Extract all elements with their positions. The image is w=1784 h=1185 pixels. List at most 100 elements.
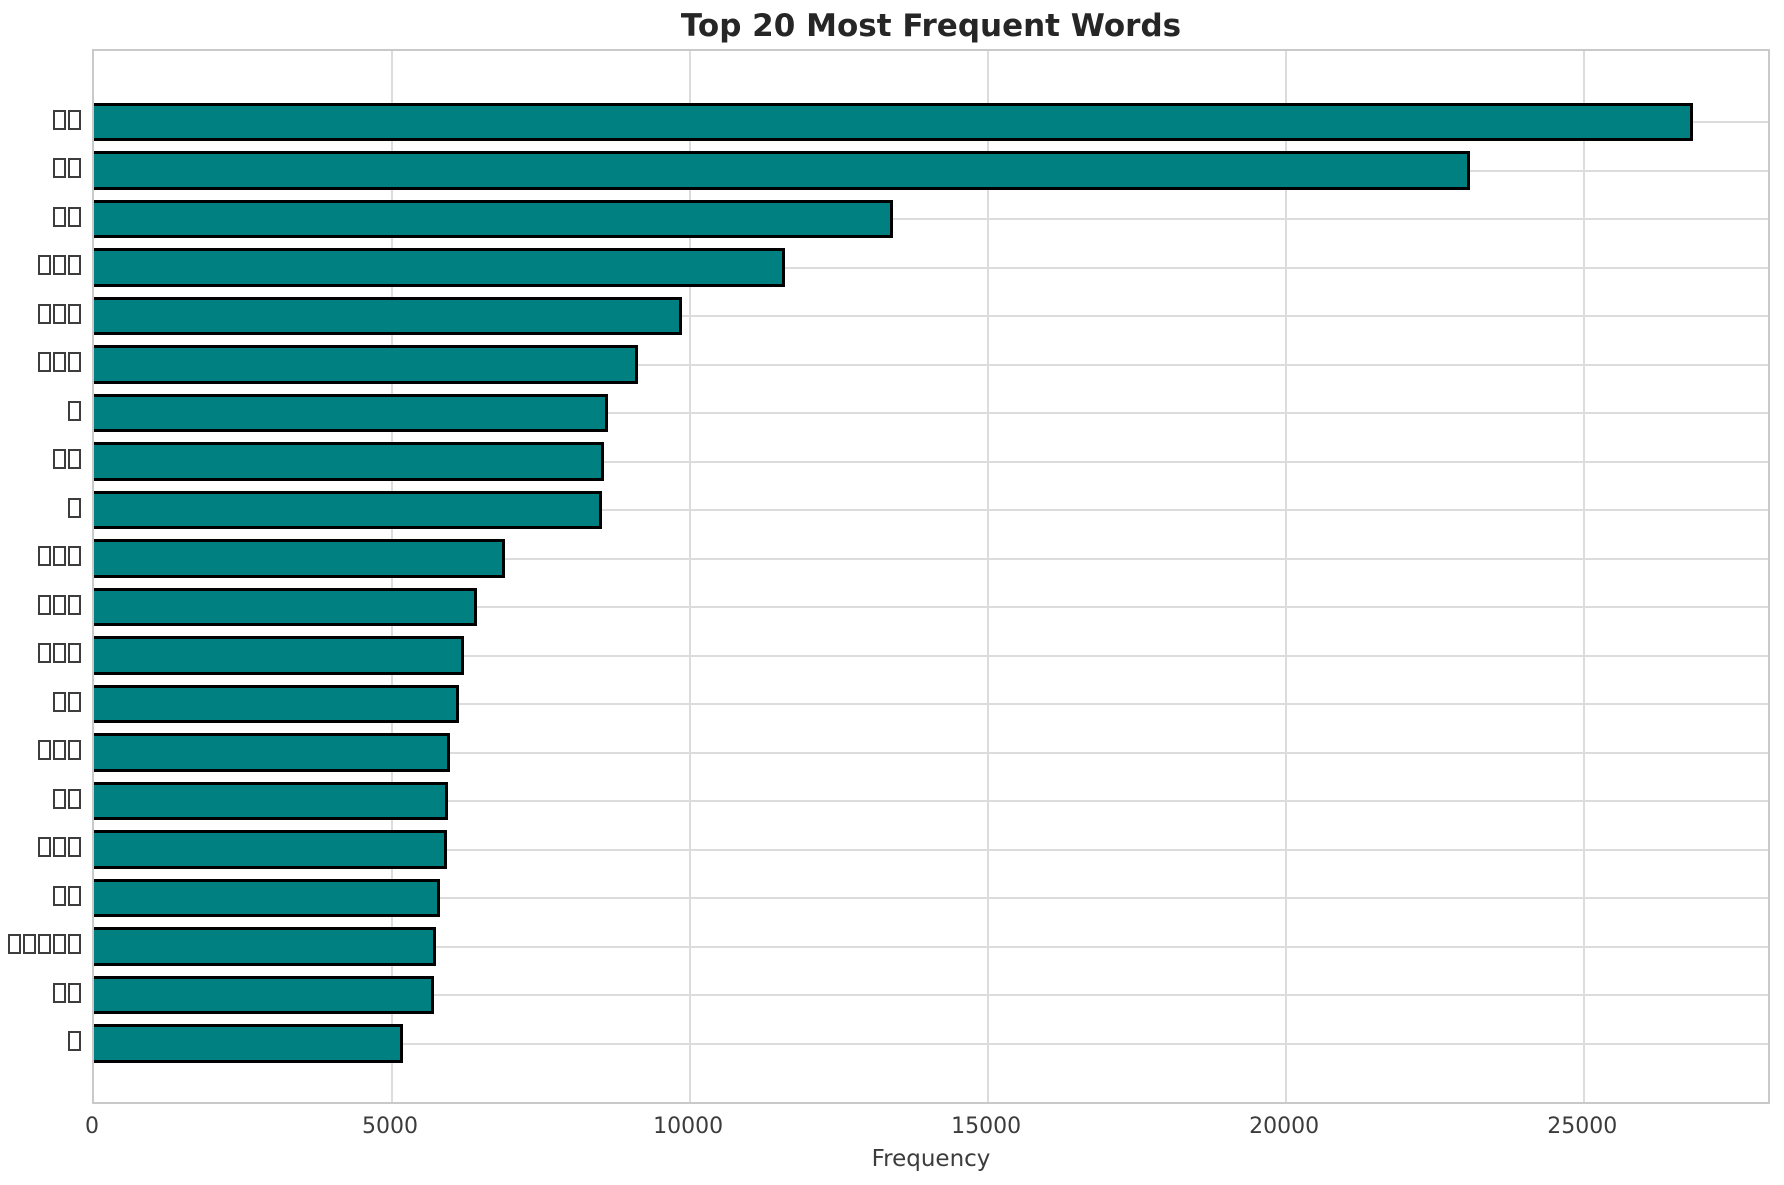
horizontal-gridline (94, 994, 1768, 996)
missing-glyph-box (53, 303, 66, 324)
missing-glyph-box (68, 400, 81, 421)
missing-glyph-box (68, 158, 81, 178)
x-tick-label: 20000 (1249, 1114, 1320, 1139)
missing-glyph-box (38, 352, 51, 372)
missing-glyph-box (53, 934, 66, 954)
missing-glyph-box (68, 497, 81, 518)
missing-glyph-box (53, 837, 66, 857)
horizontal-gridline (94, 315, 1768, 317)
y-tick-label (0, 740, 82, 760)
missing-glyph-box (68, 788, 81, 809)
missing-glyph-box (68, 740, 81, 760)
missing-glyph-box (68, 206, 81, 227)
horizontal-gridline (94, 945, 1768, 948)
y-tick-label (0, 206, 82, 227)
y-tick-label (0, 643, 82, 663)
missing-glyph-box (68, 837, 81, 857)
missing-glyph-box (53, 788, 66, 809)
vertical-gridline (1583, 51, 1586, 1102)
y-tick-label (0, 594, 82, 615)
missing-glyph-box (68, 352, 81, 372)
vertical-gridline (1285, 51, 1288, 1102)
missing-glyph-box (23, 934, 36, 954)
bar (94, 345, 639, 384)
missing-glyph-box (53, 982, 66, 1003)
y-tick-label (0, 352, 82, 372)
bar (94, 1024, 403, 1063)
missing-glyph-box (53, 158, 66, 178)
missing-glyph-box (68, 449, 81, 469)
missing-glyph-box (53, 885, 66, 906)
y-tick-label (0, 255, 82, 275)
y-tick-label (0, 837, 82, 857)
horizontal-gridline (94, 800, 1768, 802)
bar (94, 927, 437, 966)
horizontal-gridline (94, 266, 1768, 269)
horizontal-gridline (94, 703, 1768, 705)
x-tick-label: 10000 (653, 1114, 724, 1139)
vertical-gridline (689, 51, 692, 1102)
bar (94, 975, 434, 1015)
bar (94, 296, 683, 336)
horizontal-gridline (94, 606, 1768, 608)
y-tick-label (0, 497, 82, 518)
y-tick-label (0, 303, 82, 324)
missing-glyph-box (68, 885, 81, 906)
bar (94, 733, 450, 772)
horizontal-gridline (94, 654, 1768, 657)
x-tick-label: 5000 (362, 1114, 419, 1139)
missing-glyph-box (68, 303, 81, 324)
x-axis-label: Frequency (871, 1146, 991, 1172)
bar (94, 490, 602, 530)
x-tick-label: 25000 (1547, 1114, 1618, 1139)
missing-glyph-box (53, 206, 66, 227)
y-tick-label (0, 109, 82, 130)
horizontal-gridline (94, 509, 1768, 511)
y-tick-label (0, 400, 82, 421)
missing-glyph-box (68, 546, 81, 566)
horizontal-gridline (94, 460, 1768, 463)
missing-glyph-box (68, 934, 81, 954)
bar (94, 151, 1471, 190)
chart-title: Top 20 Most Frequent Words (680, 8, 1182, 44)
horizontal-gridline (94, 218, 1768, 220)
bar (94, 830, 448, 869)
missing-glyph-box (68, 643, 81, 663)
missing-glyph-box (68, 594, 81, 615)
missing-glyph-box (68, 1031, 81, 1051)
bar (94, 684, 459, 724)
missing-glyph-box (38, 740, 51, 760)
horizontal-gridline (94, 751, 1768, 754)
missing-glyph-box (38, 837, 51, 857)
y-tick-label (0, 788, 82, 809)
y-tick-label (0, 449, 82, 469)
bar (94, 636, 465, 675)
missing-glyph-box (53, 109, 66, 130)
horizontal-gridline (94, 897, 1768, 899)
y-tick-label (0, 158, 82, 178)
bar (94, 393, 608, 433)
missing-glyph-box (53, 449, 66, 469)
x-tick-label: 15000 (951, 1114, 1022, 1139)
missing-glyph-box (68, 109, 81, 130)
y-tick-label (0, 1031, 82, 1051)
missing-glyph-box (53, 643, 66, 663)
missing-glyph-box (68, 982, 81, 1003)
horizontal-gridline (94, 412, 1768, 414)
horizontal-gridline (94, 848, 1768, 851)
missing-glyph-box (38, 643, 51, 663)
bar (94, 442, 605, 481)
y-tick-label (0, 885, 82, 906)
vertical-gridline (987, 51, 990, 1102)
missing-glyph-box (38, 934, 51, 954)
missing-glyph-box (68, 691, 81, 712)
missing-glyph-box (8, 934, 21, 954)
missing-glyph-box (53, 546, 66, 566)
missing-glyph-box (53, 594, 66, 615)
bar (94, 587, 478, 627)
bar (94, 102, 1694, 142)
missing-glyph-box (53, 740, 66, 760)
y-tick-label (0, 691, 82, 712)
missing-glyph-box (38, 255, 51, 275)
missing-glyph-box (38, 546, 51, 566)
